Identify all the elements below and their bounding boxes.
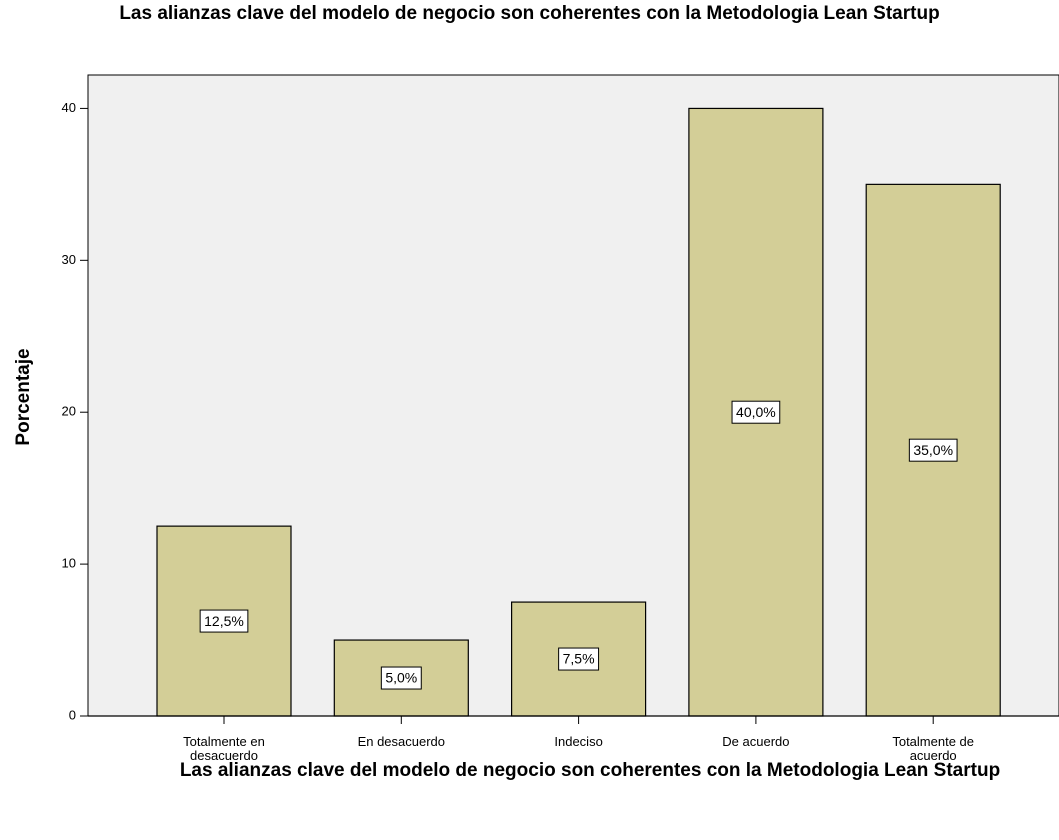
- value-label: 7,5%: [563, 651, 595, 667]
- x-axis-title: Las alianzas clave del modelo de negocio…: [179, 760, 1001, 781]
- value-label: 5,0%: [385, 670, 417, 686]
- value-label-box: [380, 666, 422, 690]
- y-tick-label: 0: [69, 707, 76, 722]
- x-tick-label: Totalmente de acuerdo: [892, 734, 975, 763]
- value-label-box: [731, 400, 781, 424]
- chart-title: Las alianzas clave del modelo de negocio…: [119, 3, 940, 24]
- value-label-box: [199, 609, 249, 633]
- y-tick-label: 40: [62, 100, 76, 115]
- x-tick-label: De acuerdo: [722, 734, 790, 749]
- y-tick-label: 20: [62, 404, 76, 419]
- x-tick-label: En desacuerdo: [357, 734, 446, 749]
- value-label: 35,0%: [913, 442, 953, 458]
- value-label-box: [558, 647, 600, 671]
- value-label: 12,5%: [204, 613, 244, 629]
- x-tick-label: Indeciso: [554, 734, 603, 749]
- y-tick-label: 30: [62, 252, 76, 267]
- x-tick-label: Totalmente en desacuerdo: [183, 734, 265, 763]
- y-axis-title: Porcentaje: [13, 348, 34, 445]
- value-label: 40,0%: [736, 404, 776, 420]
- y-tick-label: 10: [62, 556, 76, 571]
- value-label-box: [908, 438, 958, 462]
